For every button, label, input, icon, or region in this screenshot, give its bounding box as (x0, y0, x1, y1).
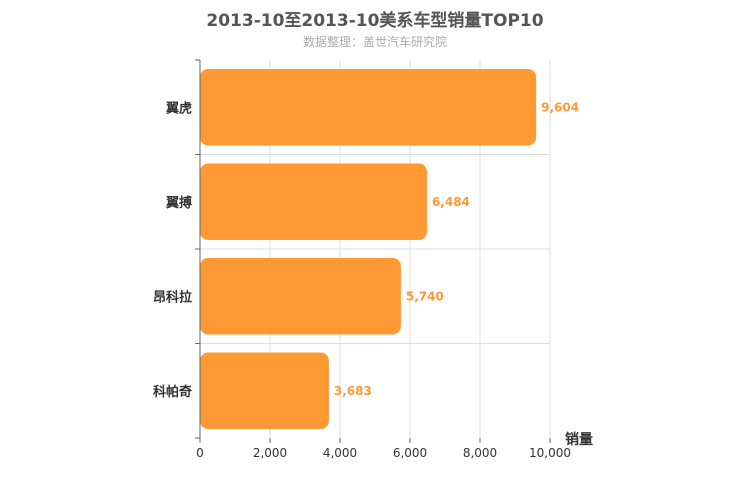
bar (200, 69, 537, 146)
labels: 0 2,000 4,000 6,000 8,000 10,000 翼虎 9,604 翼搏 6,48… (153, 100, 579, 460)
chart-subtitle: 数据整理：盖世汽车研究院 (302, 35, 447, 49)
category-label: 科帕奇 (153, 384, 192, 400)
category-label: 昂科拉 (153, 289, 192, 305)
x-axis-label: 销量 (565, 431, 593, 448)
value-label: 9,604 (541, 100, 579, 114)
x-tick-label: 6,000 (393, 446, 427, 460)
x-tick-label: 8,000 (463, 446, 497, 460)
bar (200, 258, 401, 335)
bars (200, 69, 537, 429)
bar (200, 163, 427, 240)
bar (200, 352, 329, 429)
x-tick-label: 0 (196, 446, 204, 460)
chart-title: 2013-10至2013-10美系车型销量TOP10 (206, 11, 544, 31)
value-label: 3,683 (334, 384, 372, 398)
value-label: 6,484 (432, 195, 470, 209)
x-tick-label: 10,000 (529, 446, 571, 460)
value-label: 5,740 (406, 289, 444, 303)
x-tick-label: 4,000 (323, 446, 357, 460)
axes (195, 59, 551, 443)
category-label: 翼虎 (165, 100, 192, 116)
x-tick-label: 2,000 (253, 446, 287, 460)
category-label: 翼搏 (165, 195, 192, 211)
